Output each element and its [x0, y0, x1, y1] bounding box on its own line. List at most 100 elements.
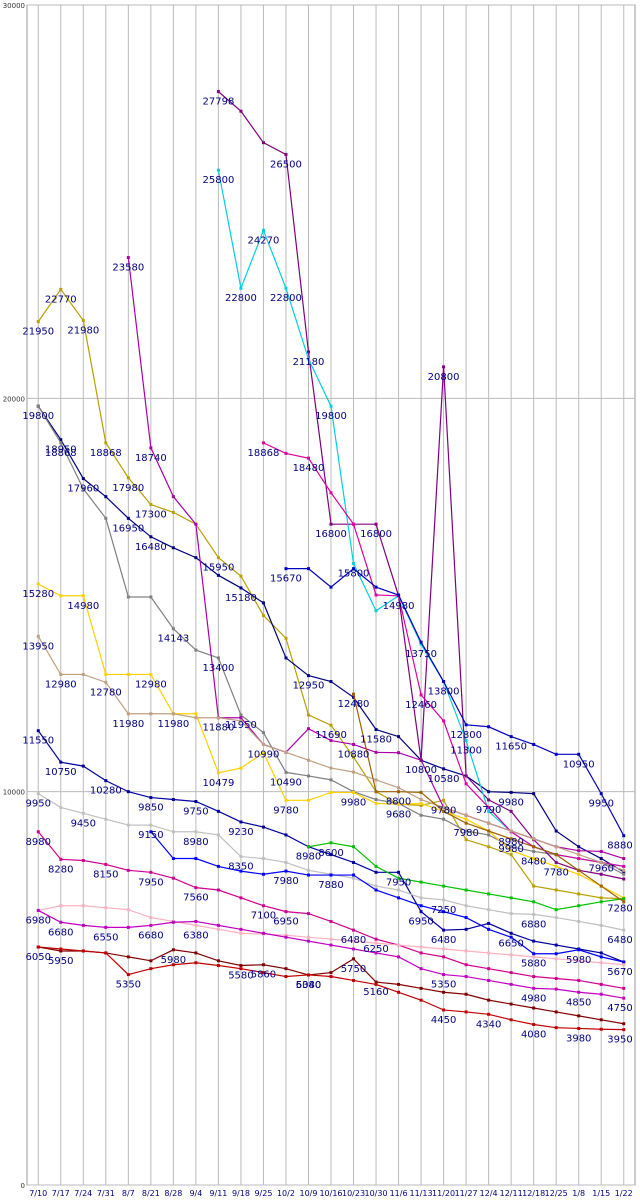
- data-point: [487, 829, 491, 833]
- series-18: [36, 945, 626, 1026]
- data-point: [374, 593, 378, 597]
- data-point: [577, 904, 581, 908]
- x-tick-label: 9/18: [232, 1189, 250, 1198]
- data-point: [374, 585, 378, 589]
- data-point: [59, 441, 63, 445]
- x-tick-label: 12/4: [480, 1189, 498, 1198]
- data-point: [352, 860, 356, 864]
- data-label: 15800: [338, 569, 370, 580]
- data-point: [532, 792, 536, 796]
- data-point: [554, 860, 558, 864]
- data-point: [509, 853, 513, 857]
- data-point: [306, 935, 310, 939]
- data-point: [464, 1010, 468, 1014]
- data-point: [622, 996, 626, 1000]
- data-point: [397, 802, 401, 806]
- data-label: 18868: [90, 448, 122, 459]
- data-point: [532, 1006, 536, 1010]
- data-point: [149, 535, 153, 539]
- data-point: [329, 778, 333, 782]
- data-point: [464, 821, 468, 825]
- data-point: [374, 801, 378, 805]
- data-point: [171, 495, 175, 499]
- data-label: 7960: [588, 864, 613, 875]
- data-point: [81, 859, 85, 862]
- data-label: 11650: [495, 742, 527, 753]
- x-tick-label: 11/13: [410, 1189, 433, 1198]
- data-point: [261, 228, 265, 232]
- data-label: 8350: [228, 862, 253, 873]
- data-label: 7560: [183, 893, 208, 904]
- data-point: [126, 868, 130, 872]
- data-point: [81, 904, 85, 908]
- data-point: [464, 813, 468, 817]
- data-point: [352, 873, 356, 877]
- data-point: [81, 764, 85, 768]
- data-point: [487, 845, 491, 849]
- data-label: 10479: [203, 778, 235, 789]
- data-label: 15180: [225, 593, 257, 604]
- series-17: [36, 908, 626, 1000]
- data-point: [464, 963, 468, 967]
- data-point: [419, 801, 423, 805]
- data-point: [59, 760, 63, 764]
- data-label: 14143: [157, 634, 189, 645]
- data-point: [306, 973, 310, 977]
- data-point: [149, 967, 153, 971]
- data-point: [532, 955, 536, 959]
- data-point: [397, 955, 401, 959]
- data-point: [149, 916, 153, 920]
- data-point: [194, 800, 198, 803]
- data-point: [261, 441, 265, 445]
- data-point: [239, 967, 243, 971]
- data-point: [374, 728, 378, 732]
- data-point: [487, 798, 491, 802]
- data-label: 6650: [498, 938, 523, 949]
- data-point: [36, 908, 40, 912]
- data-label: 7250: [431, 905, 456, 916]
- data-point: [442, 817, 446, 821]
- data-label: 4450: [431, 1015, 456, 1026]
- data-point: [126, 823, 130, 827]
- data-point: [374, 937, 378, 941]
- data-point: [104, 906, 108, 910]
- y-tick-label: 10000: [3, 789, 25, 797]
- data-label: 10880: [338, 749, 370, 760]
- data-label: 10280: [90, 786, 122, 797]
- data-point: [599, 923, 603, 927]
- data-point: [149, 923, 153, 927]
- data-point: [306, 873, 310, 877]
- data-point: [171, 857, 175, 861]
- data-point: [239, 855, 243, 859]
- data-point: [171, 830, 175, 834]
- data-point: [464, 829, 468, 833]
- data-point: [306, 912, 310, 916]
- data-point: [599, 792, 603, 796]
- data-point: [374, 888, 378, 892]
- data-point: [419, 790, 423, 794]
- data-point: [487, 821, 491, 825]
- data-label: 17980: [112, 483, 144, 494]
- data-point: [149, 959, 153, 963]
- data-point: [36, 582, 40, 586]
- data-point: [622, 868, 626, 872]
- data-point: [487, 978, 491, 982]
- data-point: [442, 1008, 446, 1012]
- data-point: [622, 870, 626, 874]
- data-labels: 21950 22770 21980 18868 17980 17300 15950 11690…: [22, 97, 632, 1046]
- data-point: [622, 857, 626, 861]
- data-point: [622, 877, 626, 881]
- data-point: [577, 853, 581, 857]
- data-point: [171, 963, 175, 967]
- data-point: [216, 923, 220, 927]
- data-point: [81, 811, 85, 815]
- data-point: [261, 971, 265, 975]
- data-point: [374, 951, 378, 955]
- data-label: 6480: [607, 935, 632, 946]
- data-point: [104, 516, 108, 520]
- x-axis: 7/10 7/17 7/24 7/31 8/7 8/21 8/28 9/4 9/11 9/18 9/…: [29, 1189, 632, 1198]
- data-label: 13800: [428, 687, 460, 698]
- data-point: [487, 927, 491, 931]
- data-point: [284, 933, 288, 937]
- data-point: [622, 834, 626, 838]
